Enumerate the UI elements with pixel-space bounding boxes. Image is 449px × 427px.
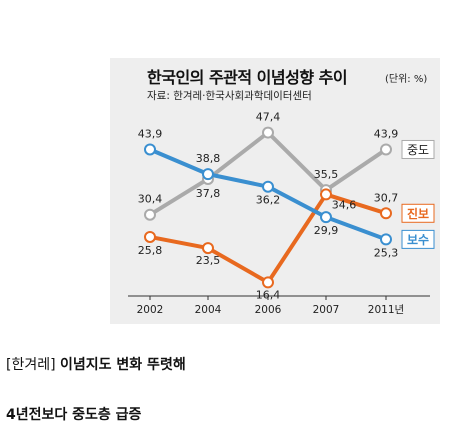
- data-label: 38,8: [196, 152, 221, 165]
- data-point: [262, 126, 274, 139]
- legend-label: 보수: [407, 233, 429, 247]
- data-label: 37,8: [196, 187, 221, 200]
- legend-box: [401, 203, 435, 223]
- data-label: 36,2: [256, 194, 281, 207]
- data-label: 23,5: [196, 254, 221, 267]
- data-label: 25,8: [138, 244, 163, 257]
- caption-tag: [한겨레]: [6, 357, 56, 373]
- data-point: [262, 180, 274, 193]
- data-label: 25,3: [374, 246, 399, 259]
- unit-label: (단위: %): [385, 74, 428, 85]
- x-tick-label: 2006: [255, 304, 282, 316]
- x-tick-label: 2011년: [368, 304, 404, 316]
- data-point: [202, 168, 214, 181]
- data-point: [380, 207, 392, 220]
- x-tick-label: 2004: [195, 304, 222, 316]
- caption: [한겨레] 이념지도 변화 뚜렷해: [6, 354, 186, 374]
- legend-label: 진보: [407, 206, 429, 221]
- data-label: 43,9: [374, 127, 399, 140]
- data-label: 34,6: [332, 198, 357, 211]
- data-label: 29,9: [314, 224, 339, 237]
- subhead: 4년전보다 중도층 급증: [6, 407, 142, 423]
- x-tick-label: 2002: [137, 304, 164, 316]
- chart-title: 한국인의 주관적 이념성향 추이: [147, 68, 348, 87]
- data-point: [380, 143, 392, 156]
- data-label: 30,7: [374, 191, 399, 204]
- source-label: 자료: 한겨레·한국사회과학데이터센터: [147, 90, 312, 102]
- data-point: [144, 230, 156, 243]
- data-label: 47,4: [256, 111, 281, 124]
- data-point: [320, 188, 332, 201]
- data-label: 35,5: [314, 168, 339, 181]
- data-point: [380, 233, 392, 246]
- data-point: [262, 276, 274, 289]
- caption-headline: 이념지도 변화 뚜렷해: [60, 357, 186, 373]
- data-label: 16,4: [256, 288, 281, 301]
- data-point: [320, 211, 332, 224]
- data-point: [144, 143, 156, 156]
- data-label: 43,9: [138, 127, 163, 140]
- data-point: [202, 242, 214, 255]
- x-tick-label: 2007: [313, 304, 340, 316]
- data-label: 30,4: [138, 193, 163, 206]
- legend-label: 중도: [407, 143, 429, 157]
- legend-box: [401, 139, 435, 159]
- legend-box: [401, 229, 435, 249]
- data-point: [144, 208, 156, 221]
